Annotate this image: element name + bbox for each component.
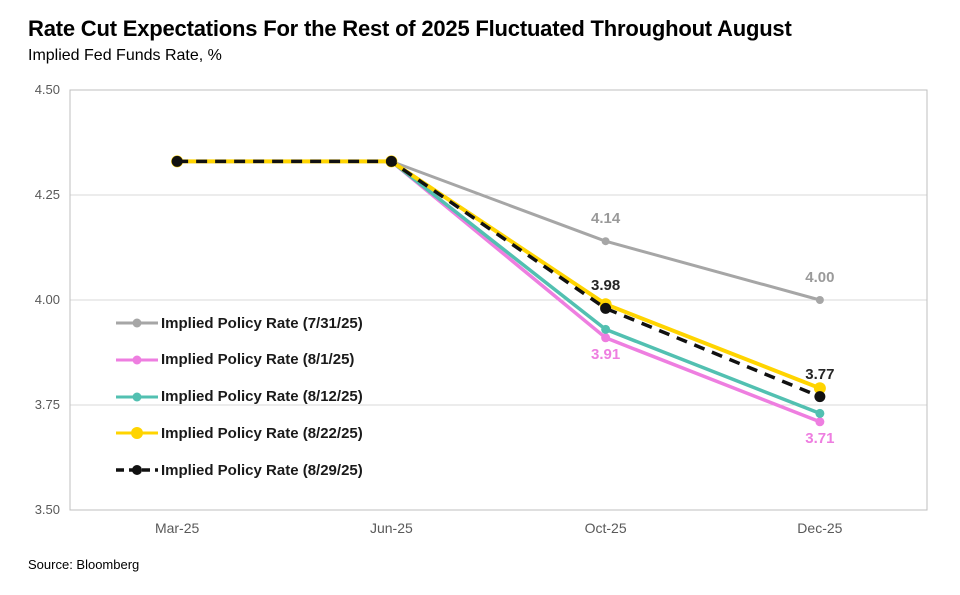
legend-item: Implied Policy Rate (8/22/25)	[116, 418, 363, 448]
data-point	[815, 417, 825, 427]
point-label: 3.71	[805, 429, 835, 447]
legend-item-label: Implied Policy Rate (8/12/25)	[161, 388, 363, 406]
data-point	[601, 237, 610, 246]
legend-item: Implied Policy Rate (8/12/25)	[116, 382, 363, 412]
data-point	[813, 382, 826, 395]
data-point	[171, 155, 183, 167]
legend-item: Implied Policy Rate (7/31/25)	[116, 308, 363, 338]
legend-item: Implied Policy Rate (8/1/25)	[116, 345, 354, 375]
legend-swatch	[116, 465, 158, 476]
chart-title: Rate Cut Expectations For the Rest of 20…	[28, 16, 792, 41]
y-axis-tick: 3.75	[34, 397, 60, 412]
legend-item: Implied Policy Rate (8/29/25)	[116, 455, 363, 485]
legend-item-label: Implied Policy Rate (8/22/25)	[161, 424, 363, 442]
data-point	[385, 155, 397, 167]
legend-item-label: Implied Policy Rate (8/1/25)	[161, 351, 355, 369]
data-point	[815, 296, 824, 304]
source-note: Source: Bloomberg	[28, 557, 140, 572]
series-line	[175, 159, 822, 416]
legend-swatch	[116, 427, 158, 440]
point-label: 3.77	[805, 365, 835, 383]
chart-subtitle: Implied Fed Funds Rate, %	[28, 47, 222, 64]
data-point	[815, 408, 825, 418]
point-label: 4.14	[591, 210, 621, 228]
legend-swatch	[116, 318, 158, 328]
x-axis-tick: Oct-25	[584, 520, 627, 536]
x-axis-tick: Dec-25	[797, 520, 843, 536]
data-point	[600, 302, 612, 314]
point-label: 3.98	[591, 277, 621, 295]
y-axis-tick: 4.00	[34, 292, 60, 307]
x-axis-tick: Jun-25	[369, 520, 413, 536]
y-axis-tick: 4.25	[34, 187, 60, 202]
plot-border	[69, 89, 928, 511]
legend-item-label: Implied Policy Rate (7/31/25)	[161, 314, 363, 332]
data-point	[601, 333, 611, 343]
legend-swatch	[116, 392, 158, 402]
point-label: 4.00	[805, 269, 835, 286]
point-label: 3.91	[591, 345, 621, 363]
legend-swatch	[116, 355, 158, 365]
series-line	[177, 159, 821, 399]
data-point	[814, 391, 826, 403]
y-axis-tick: 4.50	[34, 82, 60, 97]
x-axis-tick: Mar-25	[154, 520, 200, 536]
data-point	[601, 324, 611, 334]
legend-item-label: Implied Policy Rate (8/29/25)	[161, 461, 363, 479]
y-axis-tick: 3.50	[34, 502, 60, 517]
